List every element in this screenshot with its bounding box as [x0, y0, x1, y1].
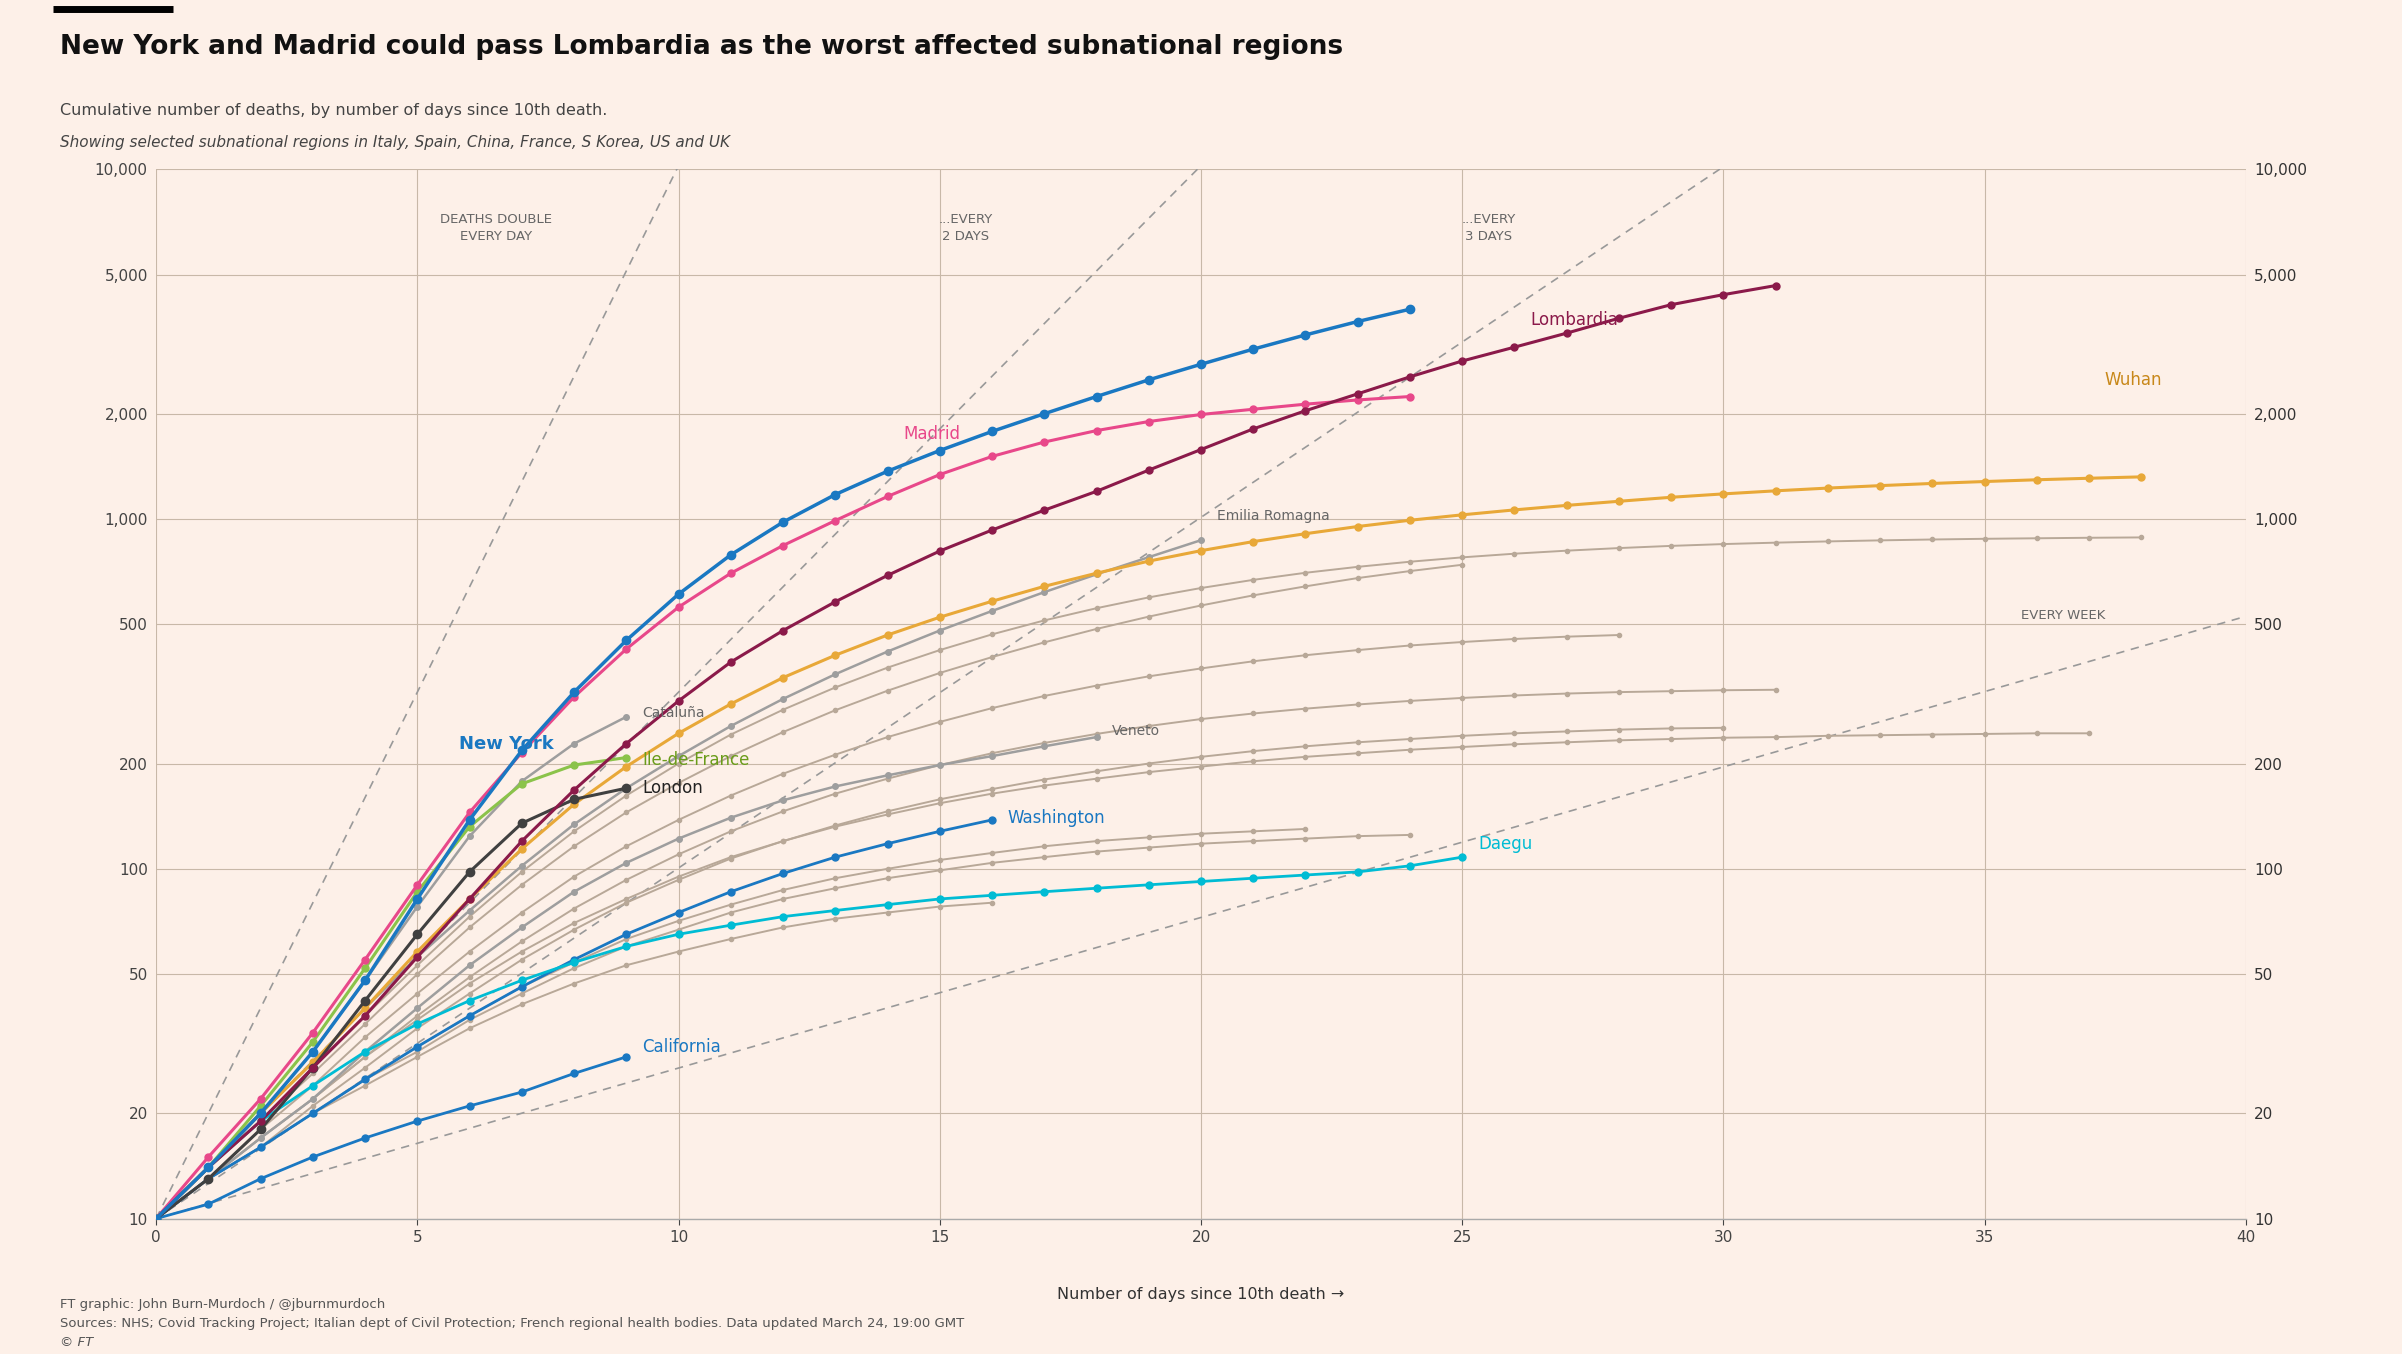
Text: ...EVERY
3 DAYS: ...EVERY 3 DAYS: [1460, 213, 1516, 242]
Text: ...EVERY
2 DAYS: ...EVERY 2 DAYS: [939, 213, 992, 242]
Text: FT graphic: John Burn-Murdoch / @jburnmurdoch: FT graphic: John Burn-Murdoch / @jburnmu…: [60, 1297, 384, 1311]
Text: New York: New York: [459, 735, 555, 753]
Text: EVERY WEEK: EVERY WEEK: [2020, 609, 2104, 621]
Text: Veneto: Veneto: [1112, 724, 1160, 738]
Text: Ile-de-France: Ile-de-France: [641, 750, 749, 769]
Text: DEATHS DOUBLE
EVERY DAY: DEATHS DOUBLE EVERY DAY: [440, 213, 552, 242]
Text: Sources: NHS; Covid Tracking Project; Italian dept of Civil Protection; French r: Sources: NHS; Covid Tracking Project; It…: [60, 1316, 963, 1330]
Text: New York and Madrid could pass Lombardia as the worst affected subnational regio: New York and Madrid could pass Lombardia…: [60, 34, 1343, 60]
Text: Daegu: Daegu: [1477, 834, 1532, 853]
X-axis label: Number of days since 10th death →: Number of days since 10th death →: [1057, 1286, 1345, 1301]
Text: Cumulative number of deaths, by number of days since 10th death.: Cumulative number of deaths, by number o…: [60, 103, 608, 118]
Text: Washington: Washington: [1009, 808, 1105, 827]
Text: Wuhan: Wuhan: [2104, 371, 2162, 389]
Text: Lombardia: Lombardia: [1530, 311, 1619, 329]
Text: Showing selected subnational regions in Italy, Spain, China, France, S Korea, US: Showing selected subnational regions in …: [60, 135, 730, 150]
Text: London: London: [641, 779, 704, 798]
Text: Madrid: Madrid: [903, 425, 961, 443]
Text: California: California: [641, 1037, 721, 1056]
Text: Emilia Romagna: Emilia Romagna: [1218, 509, 1328, 523]
Text: © FT: © FT: [60, 1335, 94, 1349]
Text: Cataluña: Cataluña: [641, 707, 704, 720]
